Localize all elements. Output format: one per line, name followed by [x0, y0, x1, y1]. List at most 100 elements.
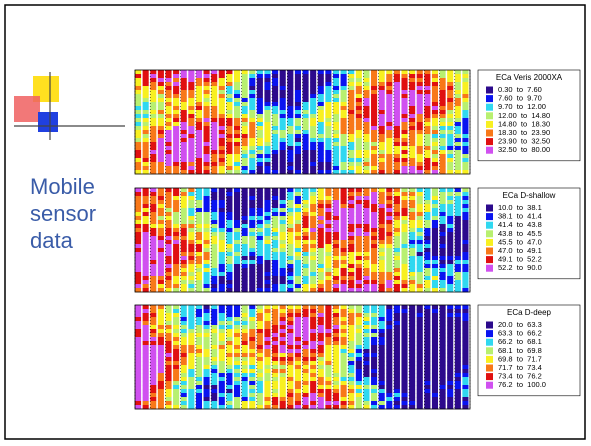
map-cell — [257, 154, 263, 158]
map-cell — [440, 393, 446, 397]
map-cell — [181, 337, 187, 341]
map-cell — [363, 78, 369, 82]
map-cell — [424, 248, 430, 252]
map-cell — [188, 276, 194, 280]
map-cell — [188, 204, 194, 208]
map-cell — [249, 309, 255, 313]
map-cell — [249, 232, 255, 236]
map-cell — [196, 86, 202, 90]
map-cell — [234, 94, 240, 98]
map-cell — [249, 397, 255, 401]
map-cell — [348, 248, 354, 252]
map-cell — [188, 216, 194, 220]
map-cell — [417, 357, 423, 361]
map-cell — [401, 158, 407, 162]
map-cell — [371, 401, 377, 405]
map-cell — [165, 90, 171, 94]
map-cell — [341, 248, 347, 252]
map-cell — [135, 361, 141, 365]
map-cell — [219, 256, 225, 260]
map-cell — [417, 268, 423, 272]
map-cell — [272, 333, 278, 337]
map-cell — [158, 78, 164, 82]
map-cell — [188, 337, 194, 341]
map-cell — [341, 361, 347, 365]
map-cell — [333, 126, 339, 130]
map-cell — [257, 232, 263, 236]
map-cell — [417, 114, 423, 118]
map-cell — [394, 138, 400, 142]
map-cell — [371, 208, 377, 212]
map-cell — [341, 212, 347, 216]
map-cell — [341, 381, 347, 385]
map-cell — [417, 236, 423, 240]
map-cell — [440, 240, 446, 244]
map-cell — [242, 196, 248, 200]
legend-label: 52.2 to 90.0 — [498, 263, 542, 272]
map-cell — [257, 228, 263, 232]
map-cell — [135, 337, 141, 341]
map-cell — [257, 126, 263, 130]
map-cell — [363, 240, 369, 244]
map-cell — [249, 248, 255, 252]
map-cell — [440, 248, 446, 252]
map-cell — [242, 188, 248, 192]
map-cell — [333, 401, 339, 405]
map-cell — [272, 393, 278, 397]
map-cell — [363, 158, 369, 162]
map-cell — [462, 353, 468, 357]
map-cell — [310, 192, 316, 196]
map-cell — [341, 114, 347, 118]
map-cell — [234, 337, 240, 341]
map-cell — [143, 244, 149, 248]
map-cell — [242, 393, 248, 397]
map-cell — [455, 138, 461, 142]
map-cell — [401, 106, 407, 110]
map-cell — [386, 126, 392, 130]
map-cell — [401, 102, 407, 106]
map-cell — [379, 341, 385, 345]
map-cell — [249, 200, 255, 204]
map-cell — [401, 154, 407, 158]
map-cell — [310, 78, 316, 82]
map-cell — [386, 220, 392, 224]
map-cell — [295, 369, 301, 373]
map-cell — [196, 200, 202, 204]
map-cell — [150, 162, 156, 166]
map-cell — [401, 325, 407, 329]
map-cell — [242, 341, 248, 345]
map-cell — [363, 74, 369, 78]
map-cell — [371, 166, 377, 170]
map-cell — [150, 329, 156, 333]
map-cell — [379, 146, 385, 150]
map-cell — [135, 365, 141, 369]
map-cell — [257, 377, 263, 381]
map-cell — [226, 240, 232, 244]
map-cell — [272, 86, 278, 90]
map-cell — [249, 102, 255, 106]
map-cell — [409, 122, 415, 126]
map-cell — [287, 110, 293, 114]
map-cell — [417, 381, 423, 385]
map-cell — [181, 150, 187, 154]
map-cell — [150, 276, 156, 280]
map-cell — [417, 305, 423, 309]
map-cell — [165, 357, 171, 361]
map-cell — [401, 268, 407, 272]
map-cell — [303, 114, 309, 118]
map-cell — [325, 82, 331, 86]
map-cell — [386, 138, 392, 142]
map-cell — [462, 329, 468, 333]
map-cell — [181, 377, 187, 381]
map-cell — [135, 216, 141, 220]
map-cell — [135, 78, 141, 82]
map-cell — [143, 118, 149, 122]
map-cell — [188, 102, 194, 106]
map-cell — [386, 162, 392, 166]
map-cell — [409, 192, 415, 196]
map-cell — [409, 82, 415, 86]
map-cell — [379, 158, 385, 162]
map-cell — [272, 70, 278, 74]
map-cell — [196, 393, 202, 397]
map-cell — [264, 393, 270, 397]
